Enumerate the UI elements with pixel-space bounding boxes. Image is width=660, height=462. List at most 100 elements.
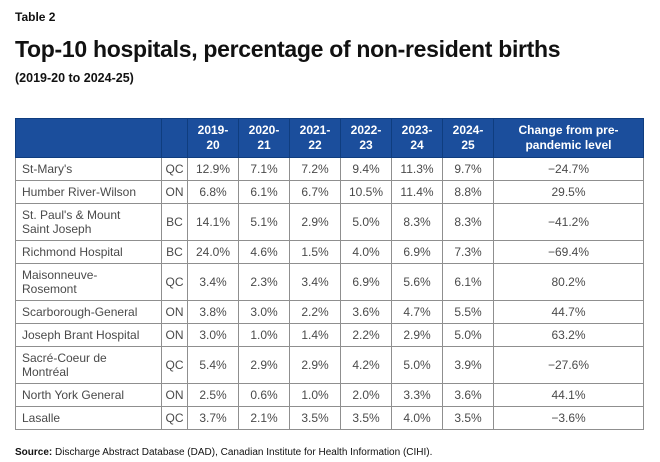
table-row: St. Paul's & Mount Saint Joseph BC 14.1% 5.… <box>15 203 644 242</box>
cell-value: 1.4% <box>289 323 341 348</box>
cell-value: 2.2% <box>289 300 341 325</box>
table-row: Joseph Brant Hospital ON 3.0% 1.0% 1.4% 2.2% 2… <box>15 323 644 348</box>
cell-value: 2.2% <box>340 323 392 348</box>
table-header-row: 2019- 20 2020- 21 2021- 22 2022- 23 2023- 24 2024-… <box>15 118 644 159</box>
cell-value: 1.5% <box>289 240 341 265</box>
cell-value: 3.4% <box>187 263 239 302</box>
cell-value: 5.0% <box>442 323 494 348</box>
cell-change: 44.7% <box>493 300 644 325</box>
cell-value: 2.9% <box>238 346 290 385</box>
cell-value: 4.6% <box>238 240 290 265</box>
cell-value: 5.6% <box>391 263 443 302</box>
cell-hospital: Maisonneuve-Rosemont <box>15 263 162 302</box>
header-year: 2024- 25 <box>442 118 494 159</box>
table-row: Richmond Hospital BC 24.0% 4.6% 1.5% 4.0% 6.9%… <box>15 240 644 265</box>
cell-hospital: Joseph Brant Hospital <box>15 323 162 348</box>
cell-value: 5.1% <box>238 203 290 242</box>
cell-value: 2.3% <box>238 263 290 302</box>
cell-value: 4.0% <box>340 240 392 265</box>
cell-value: 6.9% <box>391 240 443 265</box>
cell-value: 14.1% <box>187 203 239 242</box>
cell-value: 4.0% <box>391 406 443 431</box>
cell-province: QC <box>161 157 188 182</box>
cell-hospital: Sacré-Coeur de Montréal <box>15 346 162 385</box>
cell-value: 5.5% <box>442 300 494 325</box>
source-text: Discharge Abstract Database (DAD), Canad… <box>55 447 433 459</box>
cell-change: 29.5% <box>493 180 644 205</box>
cell-value: 2.9% <box>289 346 341 385</box>
cell-value: 2.9% <box>391 323 443 348</box>
cell-value: 6.1% <box>238 180 290 205</box>
cell-value: 8.3% <box>442 203 494 242</box>
header-year: 2022- 23 <box>340 118 392 159</box>
hospitals-table: 2019- 20 2020- 21 2021- 22 2022- 23 2023- 24 2024-… <box>15 118 644 431</box>
cell-value: 3.5% <box>340 406 392 431</box>
cell-value: 2.1% <box>238 406 290 431</box>
header-change: Change from pre-pandemic level <box>493 118 644 159</box>
cell-value: 3.5% <box>289 406 341 431</box>
cell-value: 4.2% <box>340 346 392 385</box>
cell-province: ON <box>161 300 188 325</box>
cell-hospital: North York General <box>15 383 162 408</box>
cell-province: BC <box>161 203 188 242</box>
cell-province: QC <box>161 346 188 385</box>
cell-value: 3.9% <box>442 346 494 385</box>
cell-value: 5.4% <box>187 346 239 385</box>
cell-value: 10.5% <box>340 180 392 205</box>
cell-value: 8.8% <box>442 180 494 205</box>
table-row: North York General ON 2.5% 0.6% 1.0% 2.0% 3.3%… <box>15 383 644 408</box>
source-label: Source: <box>15 447 53 459</box>
cell-value: 7.2% <box>289 157 341 182</box>
cell-value: 5.0% <box>340 203 392 242</box>
source-note: Source: Discharge Abstract Database (DAD… <box>15 446 645 459</box>
cell-value: 3.6% <box>442 383 494 408</box>
cell-value: 5.0% <box>391 346 443 385</box>
table-row: Scarborough-General ON 3.8% 3.0% 2.2% 3.6% 4.7… <box>15 300 644 325</box>
cell-hospital: Lasalle <box>15 406 162 431</box>
cell-hospital: St-Mary's <box>15 157 162 182</box>
cell-value: 12.9% <box>187 157 239 182</box>
cell-value: 9.7% <box>442 157 494 182</box>
cell-value: 6.8% <box>187 180 239 205</box>
cell-change: −69.4% <box>493 240 644 265</box>
cell-hospital: Richmond Hospital <box>15 240 162 265</box>
cell-province: ON <box>161 180 188 205</box>
header-year: 2020- 21 <box>238 118 290 159</box>
cell-hospital: Scarborough-General <box>15 300 162 325</box>
cell-value: 2.9% <box>289 203 341 242</box>
cell-value: 2.5% <box>187 383 239 408</box>
cell-value: 1.0% <box>238 323 290 348</box>
cell-province: BC <box>161 240 188 265</box>
table-row: Humber River-Wilson ON 6.8% 6.1% 6.7% 10.5% 11… <box>15 180 644 205</box>
page-title: Top-10 hospitals, percentage of non-resi… <box>15 36 561 62</box>
cell-change: −24.7% <box>493 157 644 182</box>
header-province <box>161 118 188 159</box>
cell-value: 24.0% <box>187 240 239 265</box>
cell-change: −3.6% <box>493 406 644 431</box>
table-row: Sacré-Coeur de Montréal QC 5.4% 2.9% 2.9% 4.2… <box>15 346 644 385</box>
table-row: Maisonneuve-Rosemont QC 3.4% 2.3% 3.4% 6.9% 5.… <box>15 263 644 302</box>
cell-value: 7.3% <box>442 240 494 265</box>
header-year: 2021- 22 <box>289 118 341 159</box>
table-row: Lasalle QC 3.7% 2.1% 3.5% 3.5% 4.0% 3.5% −3.6% <box>15 406 644 431</box>
cell-value: 3.6% <box>340 300 392 325</box>
cell-change: 63.2% <box>493 323 644 348</box>
header-year: 2019- 20 <box>187 118 239 159</box>
cell-value: 6.7% <box>289 180 341 205</box>
cell-value: 7.1% <box>238 157 290 182</box>
table-header: 2019- 20 2020- 21 2021- 22 2022- 23 2023- 24 2024-… <box>15 118 644 159</box>
cell-hospital: Humber River-Wilson <box>15 180 162 205</box>
page-subtitle: (2019-20 to 2024-25) <box>15 71 134 86</box>
cell-value: 3.4% <box>289 263 341 302</box>
cell-value: 11.3% <box>391 157 443 182</box>
cell-value: 3.8% <box>187 300 239 325</box>
cell-value: 3.7% <box>187 406 239 431</box>
cell-value: 3.3% <box>391 383 443 408</box>
cell-value: 1.0% <box>289 383 341 408</box>
cell-province: QC <box>161 263 188 302</box>
cell-province: QC <box>161 406 188 431</box>
cell-change: −27.6% <box>493 346 644 385</box>
cell-value: 6.1% <box>442 263 494 302</box>
cell-change: 44.1% <box>493 383 644 408</box>
header-year: 2023- 24 <box>391 118 443 159</box>
